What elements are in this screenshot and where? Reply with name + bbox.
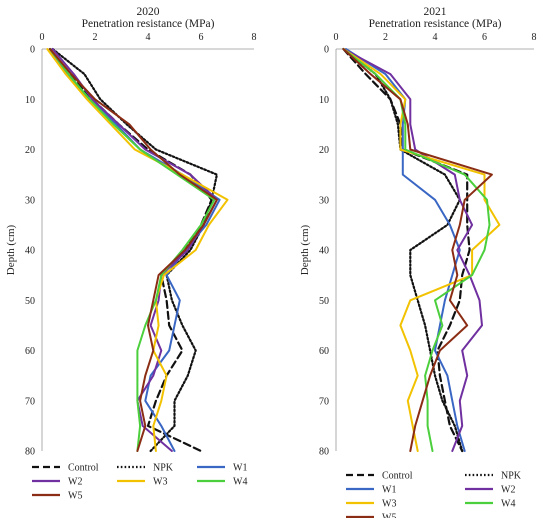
y-tick-label: 50 xyxy=(319,296,329,307)
series-line-W2 xyxy=(342,48,483,452)
legend-label-W5: W5 xyxy=(68,491,82,502)
legend-label-W1: W1 xyxy=(382,485,396,496)
series-line-W5 xyxy=(342,48,493,452)
legend-label-W3: W3 xyxy=(153,477,167,488)
x-tick-label: 4 xyxy=(146,32,151,43)
series-line-W2 xyxy=(51,48,218,452)
series-line-W4 xyxy=(342,48,491,452)
chart-title: 2021 xyxy=(424,6,447,18)
legend-label-W4: W4 xyxy=(501,499,515,510)
y-tick-label: 0 xyxy=(30,45,35,56)
x-tick-label: 6 xyxy=(482,32,487,43)
y-tick-label: 70 xyxy=(25,396,35,407)
x-tick-label: 8 xyxy=(252,32,257,43)
legend-label-W1: W1 xyxy=(233,463,247,474)
x-tick-label: 4 xyxy=(433,32,438,43)
x-axis-label: Penetration resistance (MPa) xyxy=(369,18,502,30)
series-line-W1 xyxy=(344,48,466,452)
y-tick-label: 20 xyxy=(319,145,329,156)
series-line-W3 xyxy=(46,48,229,452)
series-line-NPK xyxy=(51,47,218,453)
legend-label-W4: W4 xyxy=(233,477,247,488)
series-line-NPK xyxy=(342,47,464,453)
legend: Control NPK W1 W2 W3 W4 W5 xyxy=(32,463,247,502)
y-tick-label: 0 xyxy=(324,45,329,56)
y-tick-label: 80 xyxy=(25,447,35,458)
y-tick-label: 80 xyxy=(319,447,329,458)
y-tick-label: 40 xyxy=(25,246,35,257)
x-tick-label: 0 xyxy=(40,32,45,43)
legend-label-W2: W2 xyxy=(68,477,82,488)
y-tick-label: 70 xyxy=(319,396,329,407)
legend-label-Control: Control xyxy=(382,471,413,482)
series-line-Control xyxy=(342,47,471,453)
y-tick-label: 20 xyxy=(25,145,35,156)
x-axis-label: Penetration resistance (MPa) xyxy=(82,18,215,30)
y-tick-label: 40 xyxy=(319,246,329,257)
y-tick-label: 30 xyxy=(25,195,35,206)
y-axis-label: Depth (cm) xyxy=(5,224,17,275)
chart-title: 2020 xyxy=(137,6,160,18)
y-tick-label: 10 xyxy=(319,95,329,106)
x-tick-label: 2 xyxy=(383,32,388,43)
y-tick-label: 60 xyxy=(25,346,35,357)
series-line-W3 xyxy=(342,48,501,452)
y-tick-label: 10 xyxy=(25,95,35,106)
x-tick-label: 0 xyxy=(334,32,339,43)
legend-label-NPK: NPK xyxy=(153,463,174,474)
legend-label-NPK: NPK xyxy=(501,471,522,482)
legend-label-W5: W5 xyxy=(382,513,396,519)
x-tick-label: 6 xyxy=(199,32,204,43)
y-tick-label: 30 xyxy=(319,195,329,206)
y-tick-label: 50 xyxy=(25,296,35,307)
series-line-W5 xyxy=(49,48,218,452)
x-tick-label: 8 xyxy=(532,32,537,43)
series-line-W4 xyxy=(49,48,216,452)
legend-label-Control: Control xyxy=(68,463,99,474)
x-tick-label: 2 xyxy=(93,32,98,43)
legend: Control NPK W1 W2 W3 W4 W5 xyxy=(346,471,522,523)
y-axis-label: Depth (cm) xyxy=(299,224,311,275)
legend-label-W3: W3 xyxy=(382,499,396,510)
y-tick-label: 60 xyxy=(319,346,329,357)
legend-label-W2: W2 xyxy=(501,485,515,496)
